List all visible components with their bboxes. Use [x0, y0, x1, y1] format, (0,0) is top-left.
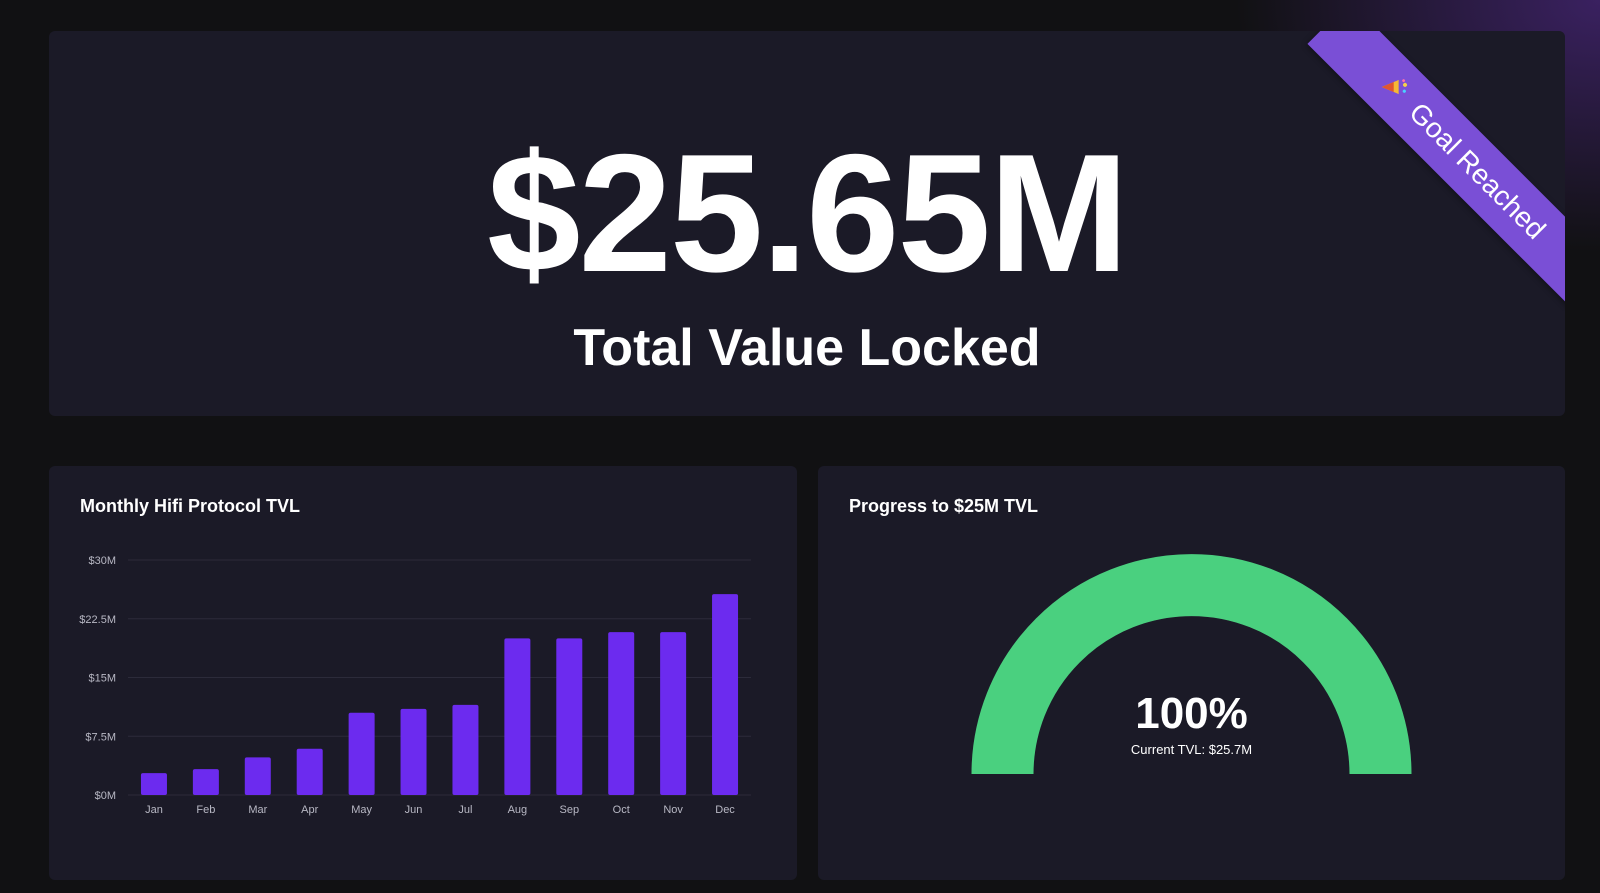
x-tick-label: Jan — [145, 804, 163, 816]
y-tick-label: $30M — [88, 555, 116, 567]
x-tick-label: Nov — [663, 804, 683, 816]
tvl-value: $25.65M — [487, 119, 1129, 307]
goal-ribbon-wrap: Goal Reached — [1285, 31, 1565, 311]
monthly-tvl-chart: $0M $7.5M $15M $22.5M $30M Jan Feb Mar Apr May Jun… — [79, 555, 751, 816]
x-tick-label: May — [351, 804, 372, 816]
x-tick-label: Apr — [301, 804, 318, 816]
bar-apr[interactable] — [296, 748, 323, 795]
x-tick-label: Sep — [560, 804, 580, 816]
y-tick-label: $22.5M — [79, 614, 116, 626]
x-tick-label: Feb — [196, 804, 215, 816]
x-tick-label: Jul — [458, 804, 472, 816]
x-tick-label: Jun — [405, 804, 423, 816]
y-tick-label: $7.5M — [85, 731, 116, 743]
gauge-fill — [971, 554, 1412, 775]
bar-nov[interactable] — [660, 632, 687, 795]
progress-title: Progress to $25M TVL — [849, 496, 1039, 516]
tvl-label: Total Value Locked — [573, 319, 1041, 377]
progress-gauge — [971, 554, 1412, 775]
bar-oct[interactable] — [608, 632, 635, 795]
x-tick-label: Aug — [508, 804, 528, 816]
party-popper-icon — [1375, 69, 1415, 109]
y-tick-label: $0M — [95, 790, 116, 802]
bar-aug[interactable] — [504, 638, 531, 795]
goal-reached-label: Goal Reached — [1403, 96, 1552, 246]
bar-may[interactable] — [348, 712, 375, 795]
y-tick-label: $15M — [88, 673, 116, 685]
bar-jan[interactable] — [140, 773, 167, 795]
x-tick-label: Mar — [248, 804, 267, 816]
bar-dec[interactable] — [712, 594, 739, 795]
x-tick-label: Dec — [715, 804, 735, 816]
bar-jun[interactable] — [400, 708, 427, 795]
goal-reached-ribbon: Goal Reached — [1307, 31, 1565, 311]
bar-sep[interactable] — [556, 638, 583, 795]
bar-jul[interactable] — [452, 704, 479, 795]
progress-percent: 100% — [1135, 689, 1248, 738]
progress-card: Progress to $25M TVL 100% Current TVL: $… — [818, 466, 1565, 880]
bar-mar[interactable] — [244, 757, 271, 795]
x-tick-label: Oct — [613, 804, 630, 816]
current-tvl-label: Current TVL: $25.7M — [1130, 742, 1253, 757]
tvl-hero-card: $25.65M Total Value Locked Goal Reached — [49, 31, 1565, 416]
monthly-tvl-title: Monthly Hifi Protocol TVL — [80, 496, 300, 516]
monthly-tvl-card: Monthly Hifi Protocol TVL $0M $7.5M $15M $2… — [49, 466, 797, 880]
bar-feb[interactable] — [192, 769, 219, 795]
